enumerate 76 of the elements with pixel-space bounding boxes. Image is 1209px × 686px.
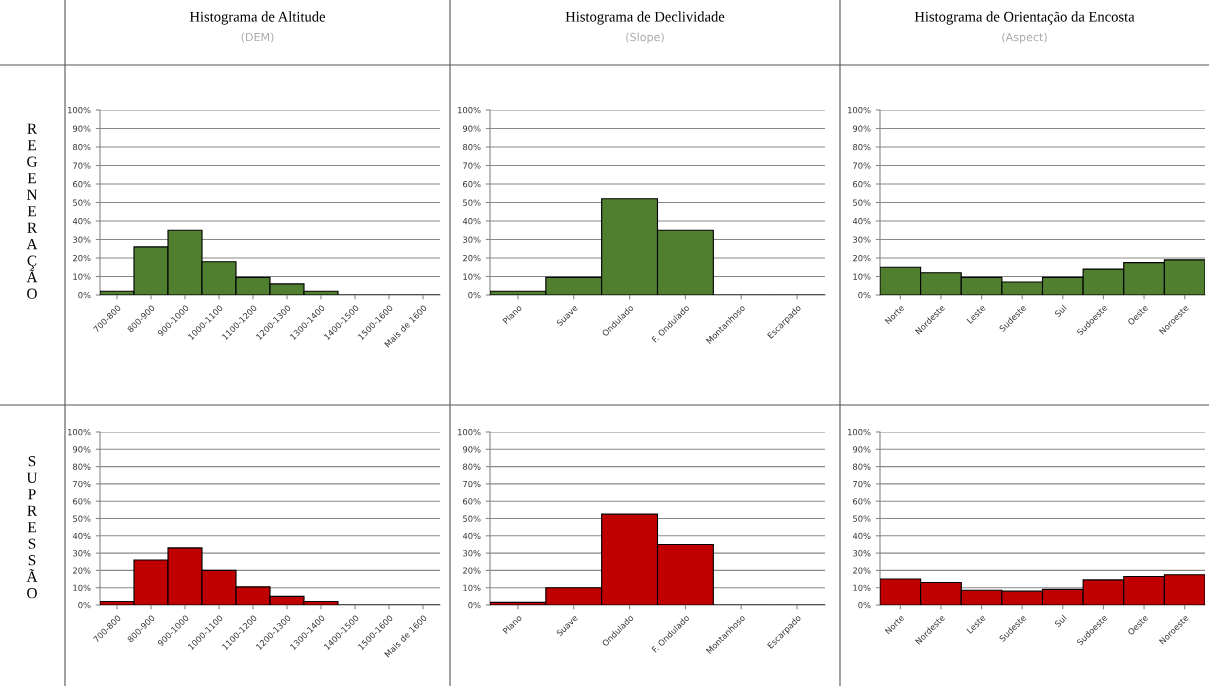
y-tick-label: 90% [852,125,871,132]
y-tick-label: 10% [853,584,871,591]
chart-title: Histograma de Altitude [189,11,326,25]
y-tick-label: 60% [463,498,481,505]
text: SUPRESSÃO [26,456,38,599]
y-tick-label: 30% [853,236,871,243]
y-tick-label: 30% [73,550,91,557]
y-tick-label: 100% [458,428,481,436]
y-tick-label: 0% [78,601,91,609]
y-tick-label: 80% [853,463,871,470]
y-tick-label: 90% [72,446,91,453]
y-tick-label: 40% [462,217,481,225]
chart-subtitle: (Slope) [626,32,664,44]
y-tick-label: 100% [848,106,871,114]
y-tick-label: 0% [468,601,481,609]
y-tick-label: 30% [463,550,481,557]
y-tick-label: 90% [462,446,481,453]
y-tick-label: 0% [858,601,871,609]
y-tick-label: 80% [463,143,481,151]
y-tick-label: 70% [73,480,91,488]
text: REGENERAÇÃO [26,123,38,299]
y-tick-label: 20% [73,567,91,574]
y-tick-label: 90% [852,446,871,453]
y-tick-label: 80% [73,463,91,470]
y-tick-label: 10% [463,273,481,280]
y-tick-label: 60% [853,498,871,505]
chart-title: Histograma de Orientação da Encosta [914,11,1135,25]
y-tick-label: 0% [468,291,481,299]
y-tick-label: 20% [853,567,871,574]
y-tick-label: 40% [462,532,481,540]
y-tick-label: 0% [858,291,871,299]
y-tick-label: 100% [848,428,871,436]
y-tick-label: 20% [73,254,91,262]
y-tick-label: 50% [463,199,481,206]
y-tick-label: 60% [853,180,871,188]
y-tick-label: 80% [73,143,91,151]
y-tick-label: 50% [73,199,91,206]
y-tick-label: 30% [853,550,871,557]
y-tick-label: 90% [462,125,481,132]
chart-subtitle: (DEM) [241,32,274,43]
y-tick-label: 20% [463,567,481,574]
y-tick-label: 60% [463,180,481,188]
y-tick-label: 90% [72,125,91,132]
y-tick-label: 50% [853,515,871,522]
y-tick-label: 60% [73,180,91,188]
y-tick-label: 100% [68,106,91,114]
y-tick-label: 70% [853,480,871,488]
y-tick-label: 50% [73,515,91,522]
y-tick-label: 70% [463,480,481,488]
y-tick-label: 80% [463,463,481,470]
y-tick-label: 30% [463,236,481,243]
y-tick-label: 40% [72,532,91,540]
y-tick-label: 30% [73,236,91,243]
y-tick-label: 60% [73,498,91,505]
y-tick-label: 70% [853,162,871,169]
y-tick-label: 10% [73,584,91,591]
chart-title: Histograma de Declividade [565,11,725,25]
y-tick-label: 70% [463,162,481,169]
y-tick-label: 20% [853,254,871,262]
y-tick-label: 80% [853,143,871,151]
y-tick-label: 50% [463,515,481,522]
y-tick-label: 100% [68,428,91,436]
y-tick-label: 10% [463,584,481,591]
y-tick-label: 10% [853,273,871,280]
y-tick-label: 70% [73,162,91,169]
y-tick-label: 0% [78,291,91,299]
y-tick-label: 40% [852,532,871,540]
y-tick-label: 100% [458,106,481,114]
y-tick-label: 40% [852,217,871,225]
chart-subtitle: (Aspect) [1002,32,1047,44]
x-tick-label: Sul [1054,304,1067,318]
y-tick-label: 50% [853,199,871,206]
y-tick-label: 10% [73,273,91,280]
y-tick-label: 20% [463,254,481,262]
x-tick-label: Sul [1054,614,1067,628]
y-tick-label: 40% [72,217,91,225]
